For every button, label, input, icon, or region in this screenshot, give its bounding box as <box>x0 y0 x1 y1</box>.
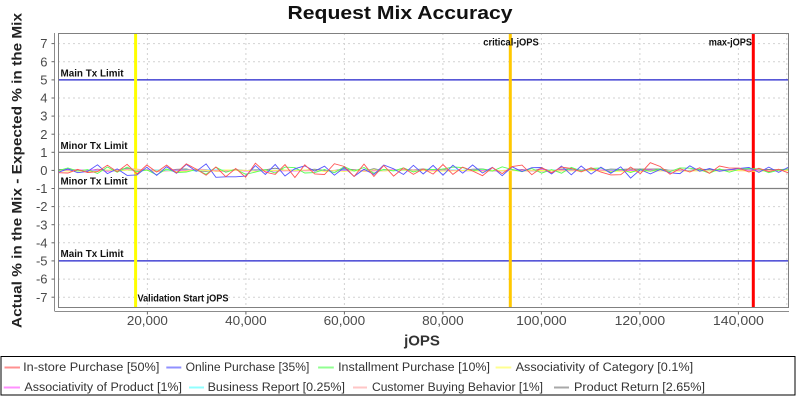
svg-text:6: 6 <box>40 54 47 69</box>
svg-text:-6: -6 <box>36 272 48 287</box>
svg-text:7: 7 <box>40 36 47 51</box>
svg-text:140,000: 140,000 <box>713 313 764 328</box>
svg-text:-7: -7 <box>36 290 48 305</box>
svg-text:Request Mix Accuracy: Request Mix Accuracy <box>288 2 514 23</box>
svg-text:Business Report [0.25%]: Business Report [0.25%] <box>208 382 345 394</box>
svg-text:Validation Start jOPS: Validation Start jOPS <box>138 294 229 305</box>
svg-text:Installment Purchase [10%]: Installment Purchase [10%] <box>338 362 490 374</box>
svg-text:1: 1 <box>40 145 47 160</box>
svg-text:Online Purchase [35%]: Online Purchase [35%] <box>186 362 310 374</box>
svg-text:-3: -3 <box>36 217 48 232</box>
svg-text:2: 2 <box>40 127 47 142</box>
svg-text:Actual % in the Mix - Expected: Actual % in the Mix - Expected % in the … <box>10 12 25 328</box>
svg-text:max-jOPS: max-jOPS <box>709 38 753 49</box>
svg-text:60,000: 60,000 <box>324 313 366 328</box>
svg-text:Minor Tx Limit: Minor Tx Limit <box>61 141 129 152</box>
svg-text:100,000: 100,000 <box>516 313 567 328</box>
svg-text:Associativity of Product [1%]: Associativity of Product [1%] <box>24 382 182 394</box>
svg-text:120,000: 120,000 <box>615 313 666 328</box>
svg-text:80,000: 80,000 <box>422 313 464 328</box>
svg-text:critical-jOPS: critical-jOPS <box>483 38 539 49</box>
svg-text:4: 4 <box>40 91 47 106</box>
svg-text:Main Tx Limit: Main Tx Limit <box>61 68 125 79</box>
svg-text:3: 3 <box>40 109 47 124</box>
svg-text:-4: -4 <box>36 235 48 250</box>
svg-text:Associativity of Category [0.1: Associativity of Category [0.1%] <box>516 362 694 374</box>
svg-text:Customer Buying Behavior [1%]: Customer Buying Behavior [1%] <box>372 382 543 394</box>
svg-text:0: 0 <box>40 163 47 178</box>
svg-text:In-store Purchase [50%]: In-store Purchase [50%] <box>23 362 159 374</box>
svg-text:40,000: 40,000 <box>225 313 267 328</box>
svg-text:Main Tx Limit: Main Tx Limit <box>61 249 125 260</box>
svg-text:Minor Tx Limit: Minor Tx Limit <box>61 176 129 187</box>
svg-text:20,000: 20,000 <box>127 313 168 328</box>
svg-text:5: 5 <box>40 73 47 88</box>
svg-text:jOPS: jOPS <box>403 333 440 350</box>
svg-text:Product Return [2.65%]: Product Return [2.65%] <box>574 382 705 394</box>
svg-text:-2: -2 <box>36 199 48 214</box>
svg-text:-1: -1 <box>36 181 48 196</box>
svg-text:-5: -5 <box>36 254 48 269</box>
